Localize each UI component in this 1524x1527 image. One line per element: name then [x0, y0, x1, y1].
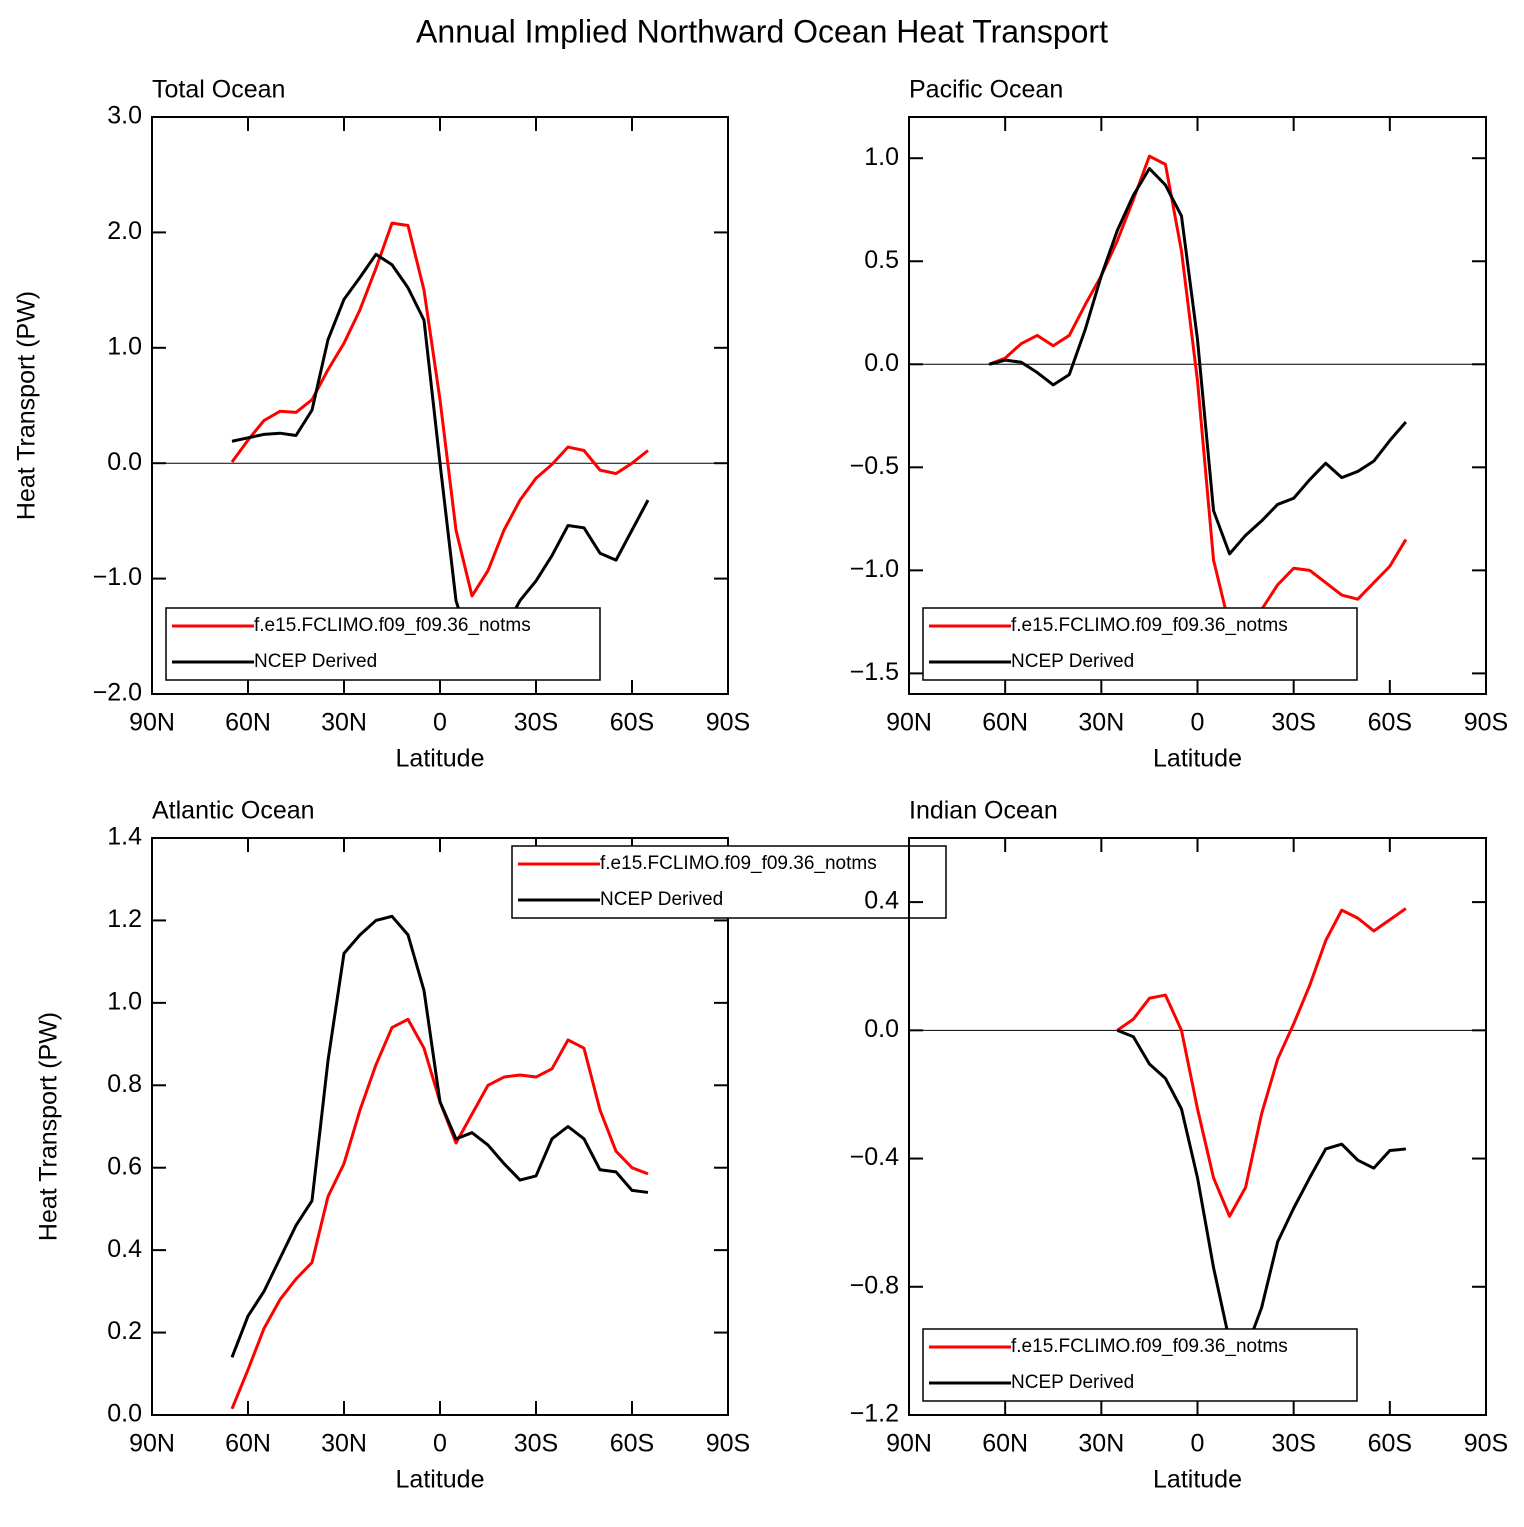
panel-title: Total Ocean: [152, 76, 285, 104]
y-axis-label: Heat Transport (PW): [35, 1012, 63, 1241]
x-tick-label: 60S: [1368, 709, 1412, 737]
series-line: [230, 221, 649, 598]
series-line: [230, 914, 649, 1358]
x-tick-label: 30S: [1271, 709, 1315, 737]
series-line: [1116, 907, 1407, 1218]
x-tick-label: 90N: [886, 709, 932, 737]
y-tick-label: 1.2: [107, 905, 142, 933]
x-tick-label: 0: [1191, 709, 1205, 737]
figure-title: Annual Implied Northward Ocean Heat Tran…: [416, 13, 1108, 49]
y-tick-label: −2.0: [93, 679, 142, 707]
x-axis-label: Latitude: [1153, 745, 1242, 773]
legend-label: f.e15.FCLIMO.f09_f09.36_notms: [254, 615, 531, 636]
legend-label: NCEP Derived: [600, 889, 723, 910]
y-tick-label: −0.4: [850, 1143, 899, 1171]
x-tick-label: 30N: [321, 1430, 367, 1458]
x-axis-label: Latitude: [396, 745, 485, 773]
y-tick-label: 1.0: [107, 332, 142, 360]
y-tick-label: 1.4: [107, 823, 142, 851]
x-tick-label: 60N: [982, 1430, 1028, 1458]
panel-title: Atlantic Ocean: [152, 797, 315, 825]
y-tick-label: 3.0: [107, 102, 142, 130]
x-tick-label: 90S: [1464, 709, 1508, 737]
x-tick-label: 90N: [886, 1430, 932, 1458]
x-tick-label: 30N: [321, 709, 367, 737]
x-tick-label: 30N: [1078, 1430, 1124, 1458]
series-line: [231, 252, 650, 653]
y-tick-label: 2.0: [107, 217, 142, 245]
legend-box: [511, 845, 947, 919]
y-tick-label: −1.0: [93, 563, 142, 591]
x-tick-label: 30S: [514, 709, 558, 737]
x-tick-label: 90N: [129, 709, 175, 737]
legend-label: NCEP Derived: [1011, 651, 1134, 672]
legend-label: f.e15.FCLIMO.f09_f09.36_notms: [600, 853, 877, 874]
y-axis-label: Heat Transport (PW): [13, 291, 41, 520]
x-tick-label: 0: [433, 709, 447, 737]
legend-label: NCEP Derived: [1011, 1372, 1134, 1393]
y-tick-label: 1.0: [107, 987, 142, 1015]
x-tick-label: 30S: [1271, 1430, 1315, 1458]
legend-label: NCEP Derived: [254, 651, 377, 672]
panel-title: Pacific Ocean: [909, 76, 1063, 104]
legend-label: f.e15.FCLIMO.f09_f09.36_notms: [1011, 1336, 1288, 1357]
y-tick-label: 0.0: [107, 1400, 142, 1428]
y-tick-label: −0.5: [850, 452, 899, 480]
y-tick-label: −1.0: [850, 555, 899, 583]
x-tick-label: 90N: [129, 1430, 175, 1458]
y-tick-label: 0.4: [864, 887, 899, 915]
x-tick-label: 60N: [225, 1430, 271, 1458]
x-tick-label: 60S: [1368, 1430, 1412, 1458]
x-tick-label: 30S: [514, 1430, 558, 1458]
x-tick-label: 90S: [706, 709, 750, 737]
legend-box: [922, 607, 1358, 681]
x-tick-label: 0: [1191, 1430, 1205, 1458]
series-line: [988, 167, 1407, 556]
x-tick-label: 90S: [1464, 1430, 1508, 1458]
y-tick-label: 0.2: [107, 1317, 142, 1345]
y-tick-label: 0.4: [107, 1235, 142, 1263]
y-tick-label: −0.8: [850, 1271, 899, 1299]
x-tick-label: 0: [433, 1430, 447, 1458]
y-tick-label: 0.6: [107, 1152, 142, 1180]
y-tick-label: −1.5: [850, 658, 899, 686]
y-tick-label: 1.0: [864, 143, 899, 171]
y-tick-label: 0.5: [864, 246, 899, 274]
legend-label: f.e15.FCLIMO.f09_f09.36_notms: [1011, 615, 1288, 636]
legend-box: [165, 607, 601, 681]
x-tick-label: 90S: [706, 1430, 750, 1458]
x-tick-label: 60S: [610, 1430, 654, 1458]
legend-box: [922, 1328, 1358, 1402]
panel-title: Indian Ocean: [909, 797, 1058, 825]
x-tick-label: 60N: [225, 709, 271, 737]
y-tick-label: 0.8: [107, 1070, 142, 1098]
x-tick-label: 30N: [1078, 709, 1124, 737]
series-line: [988, 154, 1408, 630]
x-tick-label: 60S: [610, 709, 654, 737]
y-tick-label: −1.2: [850, 1400, 899, 1428]
y-tick-label: 0.0: [107, 448, 142, 476]
series-line: [230, 1017, 649, 1410]
x-axis-label: Latitude: [396, 1466, 485, 1494]
y-tick-label: 0.0: [864, 1015, 899, 1043]
y-tick-label: 0.0: [864, 349, 899, 377]
plot-frame: [151, 837, 729, 1416]
x-axis-label: Latitude: [1153, 1466, 1242, 1494]
x-tick-label: 60N: [982, 709, 1028, 737]
series-line: [1116, 1028, 1407, 1353]
